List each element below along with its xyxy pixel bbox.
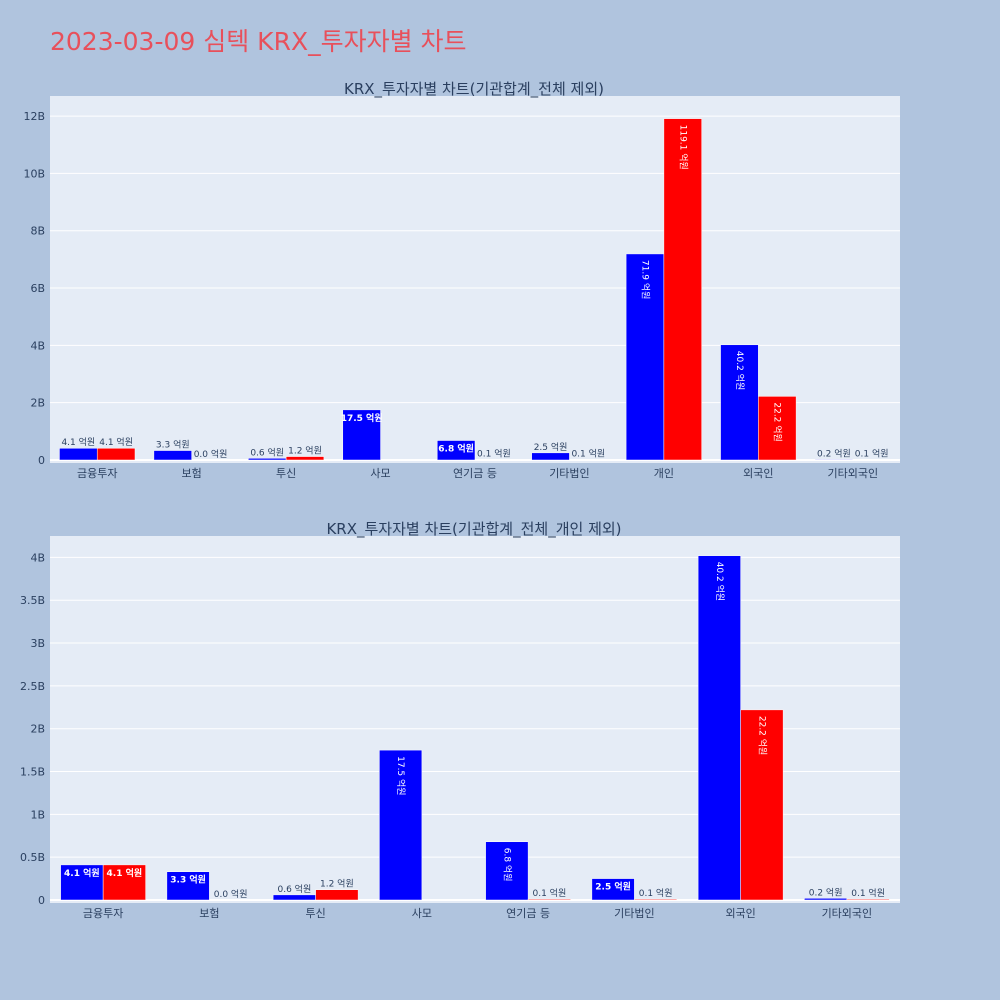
page-title: 2023-03-09 심텍 KRX_투자자별 차트: [50, 27, 467, 56]
data-label: 1.2 억원: [320, 878, 354, 890]
x-tick-label: 기타외국인: [822, 907, 873, 920]
bar: [166, 871, 210, 901]
x-tick-label: 연기금 등: [506, 907, 550, 920]
y-tick-label: 2B: [30, 397, 45, 410]
y-tick-label: 2.5B: [20, 680, 45, 693]
data-label: 4.1 억원: [107, 867, 143, 879]
bar: [720, 344, 759, 461]
bar: [527, 898, 571, 901]
x-tick-label: 연기금 등: [453, 467, 497, 480]
x-tick-label: 사모: [370, 467, 390, 480]
bar: [60, 864, 104, 901]
y-tick-label: 3.5B: [20, 594, 45, 607]
data-label: 6.8 억원: [501, 848, 513, 882]
data-label: 0.1 억원: [639, 887, 673, 899]
bar: [96, 447, 136, 461]
y-tick-label: 0.5B: [20, 851, 45, 864]
data-label: 0.1 억원: [851, 887, 885, 899]
y-tick-label: 10B: [23, 167, 45, 180]
bar: [153, 450, 192, 461]
bar: [634, 898, 678, 901]
bar: [436, 440, 476, 461]
data-label: 0.6 억원: [250, 446, 284, 458]
x-tick-label: 기타외국인: [827, 467, 878, 480]
bar: [379, 749, 423, 901]
data-label: 4.1 억원: [99, 436, 133, 448]
data-label: 17.5 억원: [341, 412, 383, 424]
bar: [485, 841, 529, 901]
data-label: 17.5 억원: [395, 756, 407, 795]
y-tick-label: 12B: [23, 110, 45, 123]
chart-bottom: 0 0.5B 1B 1.5B 2B 2.5B 3B 3.5B 4B KRX_투자자별 차트(기관합…: [20, 520, 900, 920]
data-label: 0.0 억원: [214, 888, 248, 900]
data-label: 4.1 억원: [61, 436, 95, 448]
y-tick-label: 2B: [30, 723, 45, 736]
data-label: 0.1 억원: [533, 887, 567, 899]
bar: [315, 889, 359, 901]
data-label: 22.2 억원: [772, 402, 784, 441]
x-tick-label: 기타법인: [549, 467, 589, 480]
chart-title: KRX_투자자별 차트(기관합계_전체_개인 제외): [326, 520, 621, 539]
bar: [285, 456, 325, 461]
bar: [625, 253, 665, 461]
bar: [846, 898, 890, 901]
x-tick-label: 기타법인: [614, 907, 654, 920]
bar: [697, 555, 741, 901]
data-label: 3.3 억원: [170, 874, 206, 886]
bar: [758, 396, 797, 461]
y-tick-label: 4B: [30, 551, 45, 564]
y-tick-label: 6B: [30, 282, 45, 295]
chart-title: KRX_투자자별 차트(기관합계_전체 제외): [344, 80, 604, 99]
y-tick-label: 3B: [30, 637, 45, 650]
bar: [591, 878, 635, 901]
chart-top: 0 2B 4B 6B 8B 10B 12B KRX_투자자별 차트(기관합계_전체 제외) 금융…: [23, 80, 900, 480]
y-tick-label: 1.5B: [20, 766, 45, 779]
x-tick-label: 투신: [306, 907, 326, 920]
data-label: 6.8 억원: [438, 443, 474, 455]
data-label: 119.1 억원: [677, 125, 689, 170]
data-label: 0.6 억원: [278, 883, 312, 895]
data-label: 1.2 억원: [288, 445, 322, 457]
data-label: 0.0 억원: [194, 448, 228, 460]
bar: [342, 409, 381, 461]
bar: [248, 458, 287, 461]
data-label: 40.2 억원: [734, 351, 746, 390]
bar: [272, 894, 316, 901]
bar: [531, 452, 570, 461]
data-label: 22.2 억원: [756, 716, 768, 755]
x-tick-label: 금융투자: [83, 907, 123, 920]
x-tick-label: 보험: [199, 907, 219, 920]
bar: [814, 459, 854, 461]
data-label: 4.1 억원: [64, 867, 100, 879]
x-tick-label: 투신: [276, 467, 296, 480]
data-label: 0.2 억원: [817, 447, 851, 459]
bar: [663, 118, 702, 461]
y-tick-label: 4B: [30, 339, 45, 352]
y-tick-label: 0: [38, 894, 45, 907]
bar: [740, 709, 784, 901]
data-label: 0.2 억원: [809, 886, 843, 898]
x-tick-label: 외국인: [743, 467, 773, 480]
data-label: 0.1 억원: [855, 448, 889, 460]
data-label: 71.9 억원: [640, 260, 652, 299]
bar: [804, 898, 848, 901]
x-tick-label: 금융투자: [77, 467, 117, 480]
y-tick-label: 0: [38, 454, 45, 467]
data-label: 40.2 억원: [714, 562, 726, 601]
bar: [102, 864, 146, 901]
x-tick-label: 외국인: [725, 907, 755, 920]
x-tick-label: 개인: [654, 467, 674, 480]
data-label: 0.1 억원: [477, 448, 511, 460]
data-label: 2.5 억원: [534, 441, 568, 453]
data-label: 3.3 억원: [156, 439, 190, 451]
data-label: 0.1 억원: [571, 448, 605, 460]
x-tick-label: 사모: [412, 907, 432, 920]
bar: [59, 447, 98, 461]
data-label: 2.5 억원: [595, 881, 631, 893]
x-tick-label: 보험: [182, 467, 202, 480]
y-tick-label: 8B: [30, 225, 45, 238]
y-tick-label: 1B: [30, 808, 45, 821]
